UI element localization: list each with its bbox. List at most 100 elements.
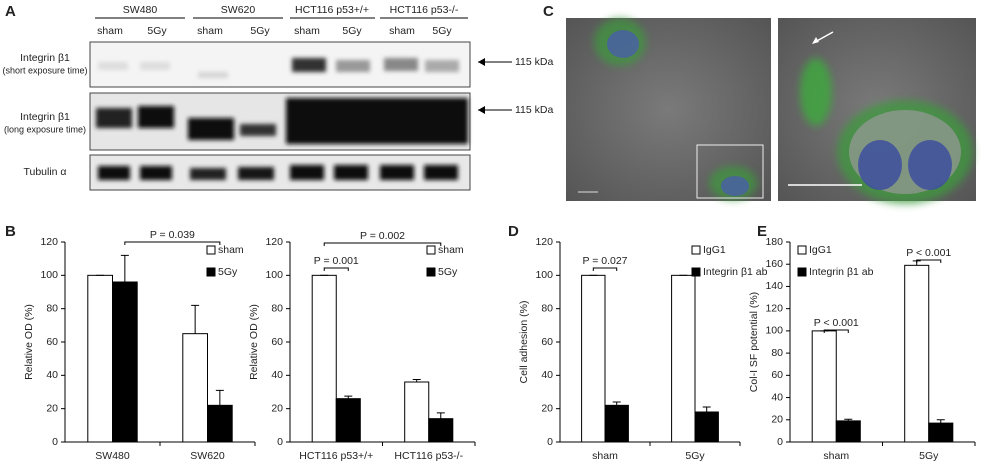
error-bar xyxy=(844,418,853,421)
y-tick-label: 80 xyxy=(271,302,283,314)
marker-label: 115 kDa xyxy=(515,56,553,68)
band xyxy=(138,106,174,128)
bar xyxy=(311,274,337,443)
panel-label: A xyxy=(5,3,16,20)
y-tick-label: 100 xyxy=(765,325,783,337)
band xyxy=(380,165,414,180)
y-tick-label: 60 xyxy=(46,336,58,348)
lane-label: sham xyxy=(389,25,415,37)
error-bar xyxy=(215,389,224,406)
nucleus xyxy=(721,176,749,196)
legend-label: sham xyxy=(218,244,244,256)
error-bar xyxy=(936,419,945,424)
panel-label: C xyxy=(543,3,554,20)
y-tick-label: 60 xyxy=(771,369,783,381)
y-tick-label: 0 xyxy=(277,436,283,448)
marker-label: 115 kDa xyxy=(515,104,553,116)
band xyxy=(424,165,458,180)
panel-label: D xyxy=(508,223,519,240)
significance-bracket xyxy=(323,242,442,246)
p-value: P < 0.001 xyxy=(906,247,951,259)
error-bar xyxy=(120,254,129,282)
bar xyxy=(207,404,233,443)
arrow xyxy=(814,31,834,43)
legend-swatch xyxy=(206,267,216,277)
band xyxy=(96,108,132,128)
error-bar xyxy=(436,412,445,419)
bar xyxy=(604,404,629,443)
x-tick-label: sham xyxy=(592,450,618,462)
marker-arrowhead xyxy=(478,106,485,114)
y-tick-label: 80 xyxy=(46,302,58,314)
nucleus xyxy=(908,140,952,190)
y-tick-label: 100 xyxy=(40,269,58,281)
y-tick-label: 20 xyxy=(271,402,283,414)
band xyxy=(336,60,370,72)
row-label: Tubulin α xyxy=(23,166,66,178)
lane-label: 5Gy xyxy=(250,25,270,37)
y-tick-label: 20 xyxy=(46,402,58,414)
p-value: P = 0.039 xyxy=(150,229,195,241)
y-tick-label: 80 xyxy=(771,347,783,359)
arrowhead xyxy=(812,37,819,44)
x-tick-label: 5Gy xyxy=(919,450,939,462)
lane-label: 5Gy xyxy=(432,25,452,37)
blot: 115 kDa 115 kDa Integrin β1 (short expos… xyxy=(2,17,553,191)
x-tick-label: SW620 xyxy=(190,450,225,462)
y-tick-label: 40 xyxy=(271,369,283,381)
group-label: SW620 xyxy=(221,4,256,16)
row-sublabel: (short exposure time) xyxy=(2,65,87,75)
nucleus xyxy=(858,140,902,190)
nucleus xyxy=(607,30,639,58)
bar xyxy=(581,274,606,443)
legend-label: 5Gy xyxy=(438,266,458,278)
band xyxy=(384,58,418,71)
legend-label: sham xyxy=(438,244,464,256)
band xyxy=(198,72,228,78)
y-axis-label: Cell adhesion (%) xyxy=(518,301,530,384)
band xyxy=(292,58,326,72)
band xyxy=(98,62,128,70)
row-label: Integrin β1 xyxy=(20,111,70,123)
x-tick-label: HCT116 p53-/- xyxy=(394,450,463,462)
legend-swatch xyxy=(426,245,436,255)
bar xyxy=(428,418,454,443)
bar xyxy=(335,398,361,443)
legend-swatch xyxy=(206,245,216,255)
y-tick-label: 120 xyxy=(265,236,283,248)
band xyxy=(190,168,226,180)
micrographs xyxy=(566,18,976,204)
y-tick-label: 80 xyxy=(541,302,553,314)
y-tick-label: 20 xyxy=(771,414,783,426)
protrusion xyxy=(800,58,832,126)
error-bar xyxy=(612,401,621,406)
y-tick-label: 60 xyxy=(541,336,553,348)
band xyxy=(425,60,459,72)
legend-swatch xyxy=(691,245,701,255)
inset-box xyxy=(696,144,764,199)
legend-label: 5Gy xyxy=(218,266,238,278)
marker-arrowhead xyxy=(478,58,485,66)
legend-swatch xyxy=(691,267,701,277)
bands xyxy=(96,58,468,180)
legend-label: IgG1 xyxy=(809,244,832,256)
y-tick-label: 60 xyxy=(271,336,283,348)
x-tick-label: SW480 xyxy=(95,450,130,462)
y-tick-label: 120 xyxy=(40,236,58,248)
panel-label: E xyxy=(757,223,767,240)
band xyxy=(238,167,274,180)
y-tick-label: 20 xyxy=(541,402,553,414)
y-tick-label: 0 xyxy=(52,436,58,448)
y-tick-label: 180 xyxy=(765,236,783,248)
lane-label: sham xyxy=(197,25,223,37)
lane-label: sham xyxy=(97,25,123,37)
error-bar xyxy=(702,406,711,412)
bar xyxy=(694,411,719,443)
band xyxy=(140,62,170,70)
p-value: P = 0.001 xyxy=(314,255,359,267)
bar xyxy=(182,333,209,443)
legend-swatch xyxy=(797,267,807,277)
y-tick-label: 0 xyxy=(547,436,553,448)
bar xyxy=(835,420,861,443)
